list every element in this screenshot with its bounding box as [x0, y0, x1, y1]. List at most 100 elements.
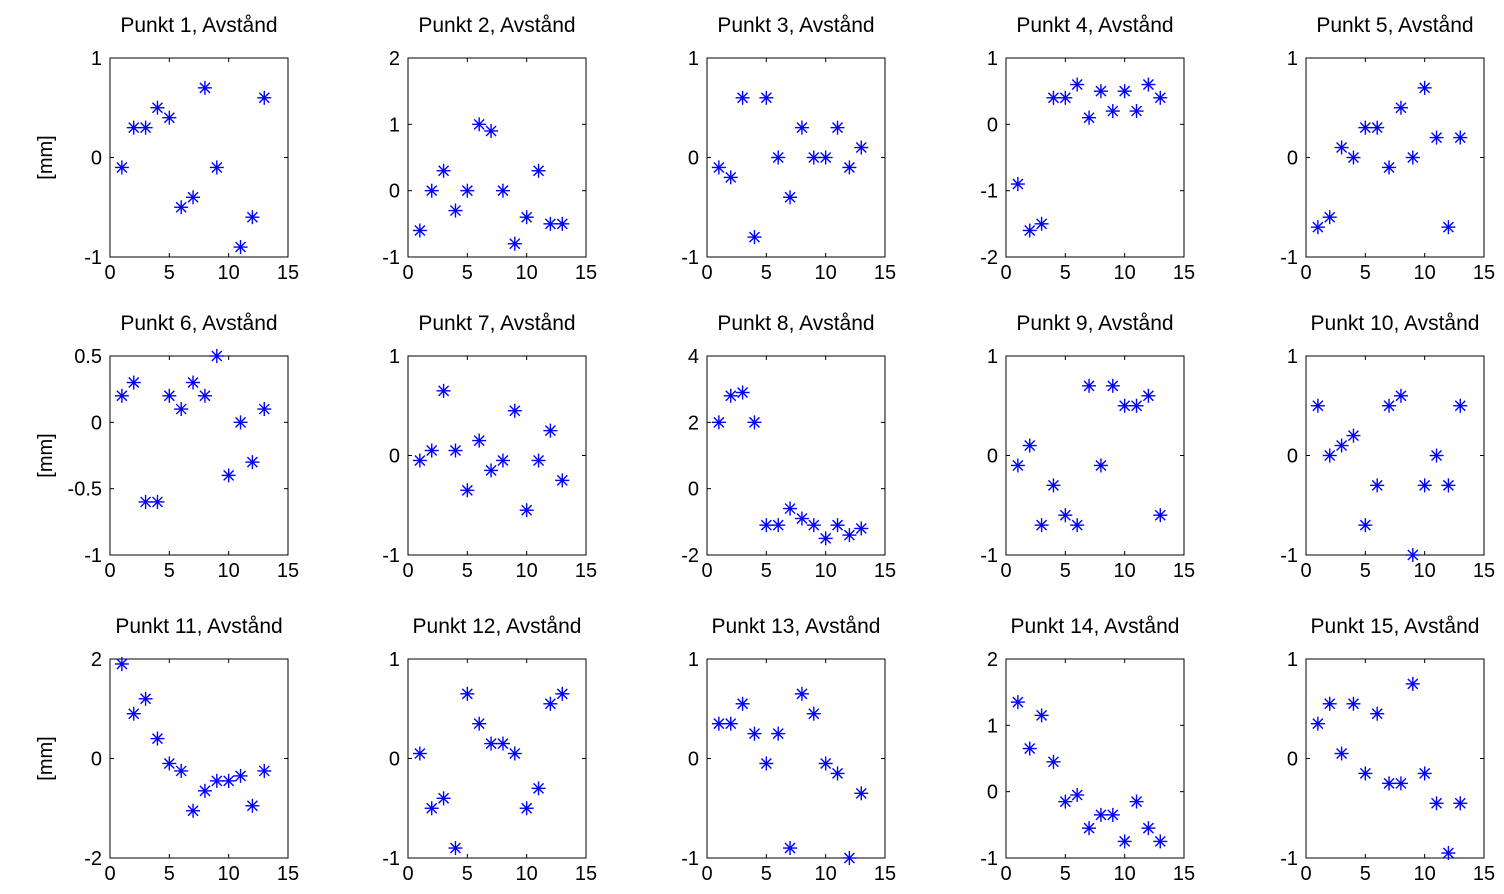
data-point	[1429, 796, 1444, 811]
x-tick-label: 0	[1300, 262, 1311, 284]
data-point	[209, 160, 224, 175]
data-point	[138, 494, 153, 509]
data-point	[1010, 458, 1025, 473]
x-tick-label: 10	[1414, 560, 1436, 582]
y-tick-label: -1	[681, 848, 699, 870]
y-tick-label: -1	[980, 545, 998, 567]
x-tick-label: 5	[164, 863, 175, 885]
data-point	[1322, 696, 1337, 711]
data-point	[209, 773, 224, 788]
data-point	[1093, 807, 1108, 822]
data-point	[221, 468, 236, 483]
data-point	[460, 686, 475, 701]
data-point	[519, 210, 534, 225]
subplot-title: Punkt 11, Avstånd	[115, 615, 282, 638]
data-point	[1453, 398, 1468, 413]
y-tick-label: -1	[382, 247, 400, 269]
data-point	[1046, 90, 1061, 105]
x-tick-label: 5	[1360, 863, 1371, 885]
subplot-title: Punkt 4, Avstånd	[1016, 14, 1173, 37]
data-point	[1105, 104, 1120, 119]
y-tick-label: 0	[389, 181, 400, 203]
x-tick-label: 10	[1414, 863, 1436, 885]
axes-frame	[109, 57, 289, 258]
data-point	[735, 385, 750, 400]
data-point	[1010, 177, 1025, 192]
data-point	[1034, 518, 1049, 533]
subplot-title: Punkt 5, Avstånd	[1316, 14, 1473, 37]
data-point	[1117, 84, 1132, 99]
x-tick-label: 10	[815, 863, 837, 885]
y-tick-label: 0	[987, 782, 998, 804]
data-point	[531, 781, 546, 796]
x-tick-label: 10	[516, 863, 538, 885]
data-point	[711, 716, 726, 731]
data-point	[448, 841, 463, 856]
data-point	[1382, 160, 1397, 175]
x-tick-label: 10	[218, 560, 240, 582]
data-point	[186, 803, 201, 818]
data-point	[1153, 834, 1168, 849]
y-tick-label: 0	[389, 446, 400, 468]
data-point	[830, 518, 845, 533]
data-point	[221, 773, 236, 788]
data-point	[1141, 77, 1156, 92]
data-point	[735, 696, 750, 711]
x-tick-label: 5	[1360, 262, 1371, 284]
data-point	[771, 518, 786, 533]
x-tick-label: 15	[575, 262, 597, 284]
data-point	[1082, 821, 1097, 836]
y-tick-label: -1	[980, 848, 998, 870]
data-point	[1117, 834, 1132, 849]
data-point	[233, 415, 248, 430]
data-point	[1082, 110, 1097, 125]
y-tick-label: 1	[1287, 346, 1298, 368]
x-tick-label: 15	[277, 863, 299, 885]
data-point	[436, 791, 451, 806]
data-point	[460, 483, 475, 498]
data-point	[1141, 821, 1156, 836]
data-point	[1429, 130, 1444, 145]
data-point	[783, 190, 798, 205]
data-point	[484, 736, 499, 751]
data-point	[1129, 398, 1144, 413]
data-point	[257, 402, 272, 417]
data-point	[1453, 796, 1468, 811]
axes-frame	[1305, 57, 1485, 258]
data-point	[233, 240, 248, 255]
x-tick-label: 15	[575, 560, 597, 582]
y-tick-label: -0.5	[68, 479, 102, 501]
x-tick-label: 15	[1173, 560, 1195, 582]
y-tick-label: 1	[389, 346, 400, 368]
subplot-title: Punkt 1, Avstånd	[120, 14, 277, 37]
subplot-title: Punkt 2, Avstånd	[418, 14, 575, 37]
data-point	[138, 691, 153, 706]
x-tick-label: 0	[1300, 863, 1311, 885]
data-point	[555, 686, 570, 701]
data-point	[1082, 378, 1097, 393]
y-tick-label: -1	[1280, 545, 1298, 567]
y-tick-label: -2	[681, 545, 699, 567]
y-tick-label: 0	[1287, 749, 1298, 771]
data-point	[197, 388, 212, 403]
data-point	[484, 123, 499, 138]
axes-frame	[407, 355, 587, 556]
data-point	[138, 120, 153, 135]
y-tick-label: 0	[688, 148, 699, 170]
subplot-title: Punkt 3, Avstånd	[717, 14, 874, 37]
data-point	[711, 160, 726, 175]
data-point	[794, 511, 809, 526]
data-point	[495, 183, 510, 198]
y-tick-label: 0	[688, 479, 699, 501]
x-tick-label: 0	[104, 262, 115, 284]
axes-frame	[706, 57, 886, 258]
data-point	[460, 183, 475, 198]
y-tick-label: 0	[91, 412, 102, 434]
y-tick-label: 1	[987, 48, 998, 70]
x-tick-label: 5	[761, 560, 772, 582]
axes-frame	[706, 355, 886, 556]
